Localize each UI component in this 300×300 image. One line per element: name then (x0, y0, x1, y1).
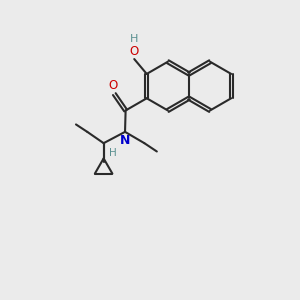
Text: O: O (109, 79, 118, 92)
Text: H: H (109, 148, 117, 158)
Text: O: O (130, 46, 139, 59)
Text: N: N (120, 134, 130, 147)
Text: H: H (130, 34, 138, 44)
